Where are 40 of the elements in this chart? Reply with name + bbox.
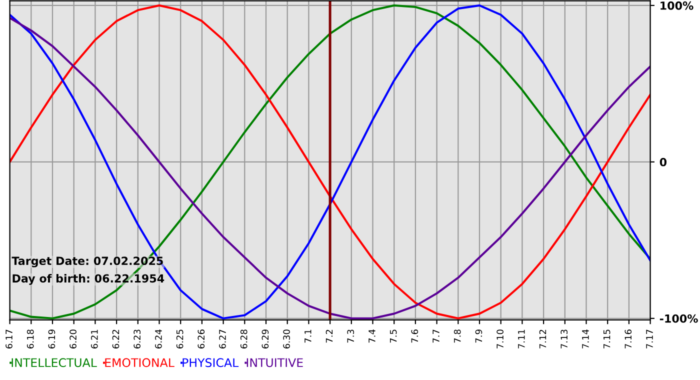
x-tick-label: 7.13 xyxy=(560,330,568,348)
x-tick-label: 7.5 xyxy=(390,330,397,343)
x-tick-label: 6.25 xyxy=(176,330,184,348)
x-tick-label: 7.4 xyxy=(368,329,376,343)
x-tick-label: 7.10 xyxy=(496,330,504,348)
x-tick-label: 7.14 xyxy=(582,329,589,348)
x-tick-label: 7.16 xyxy=(624,330,632,348)
x-tick-label: 6.29 xyxy=(262,330,269,348)
legend-label: PHYSICAL xyxy=(182,358,239,368)
x-tick-label: 7.9 xyxy=(475,330,482,343)
legend-label: INTELLECTUAL xyxy=(12,358,97,368)
x-tick-label: 6.28 xyxy=(240,330,248,348)
x-tick-label: 6.21 xyxy=(90,330,98,348)
x-tick-label: 7.11 xyxy=(518,330,525,348)
y-tick-label: 100% xyxy=(660,1,694,10)
x-tick-label: 6.23 xyxy=(134,330,141,348)
x-tick-label: 7.6 xyxy=(411,330,418,343)
x-tick-label: 6.22 xyxy=(112,330,120,348)
annotation: Day of birth: 06.22.1954 xyxy=(12,274,164,285)
x-tick-label: 7.12 xyxy=(539,330,546,348)
x-tick-label: 6.18 xyxy=(26,330,34,348)
x-tick-label: 6.27 xyxy=(219,330,226,348)
x-tick-label: 7.3 xyxy=(347,330,354,343)
x-tick-label: 6.19 xyxy=(48,330,56,348)
x-tick-label: 7.1 xyxy=(304,330,312,343)
legend-label: EMOTIONAL xyxy=(105,358,174,368)
x-tick-label: 7.7 xyxy=(432,330,440,343)
x-tick-label: 6.24 xyxy=(155,329,162,348)
y-tick-label: 0 xyxy=(660,158,667,166)
x-tick-label: 6.30 xyxy=(283,330,290,348)
annotation: Target Date: 07.02.2025 xyxy=(12,256,163,268)
x-tick-label: 6.26 xyxy=(198,330,205,348)
x-tick-label: 7.8 xyxy=(454,330,461,343)
x-tick-label: 7.17 xyxy=(646,330,653,348)
x-tick-label: 6.20 xyxy=(70,330,76,348)
legend-label: INTUITIVE xyxy=(246,358,303,368)
x-tick-label: 7.15 xyxy=(604,330,610,348)
y-tick-label: -100% xyxy=(660,314,698,323)
x-tick-label: 7.2 xyxy=(326,330,333,343)
x-tick-label: 6.17 xyxy=(6,330,12,348)
